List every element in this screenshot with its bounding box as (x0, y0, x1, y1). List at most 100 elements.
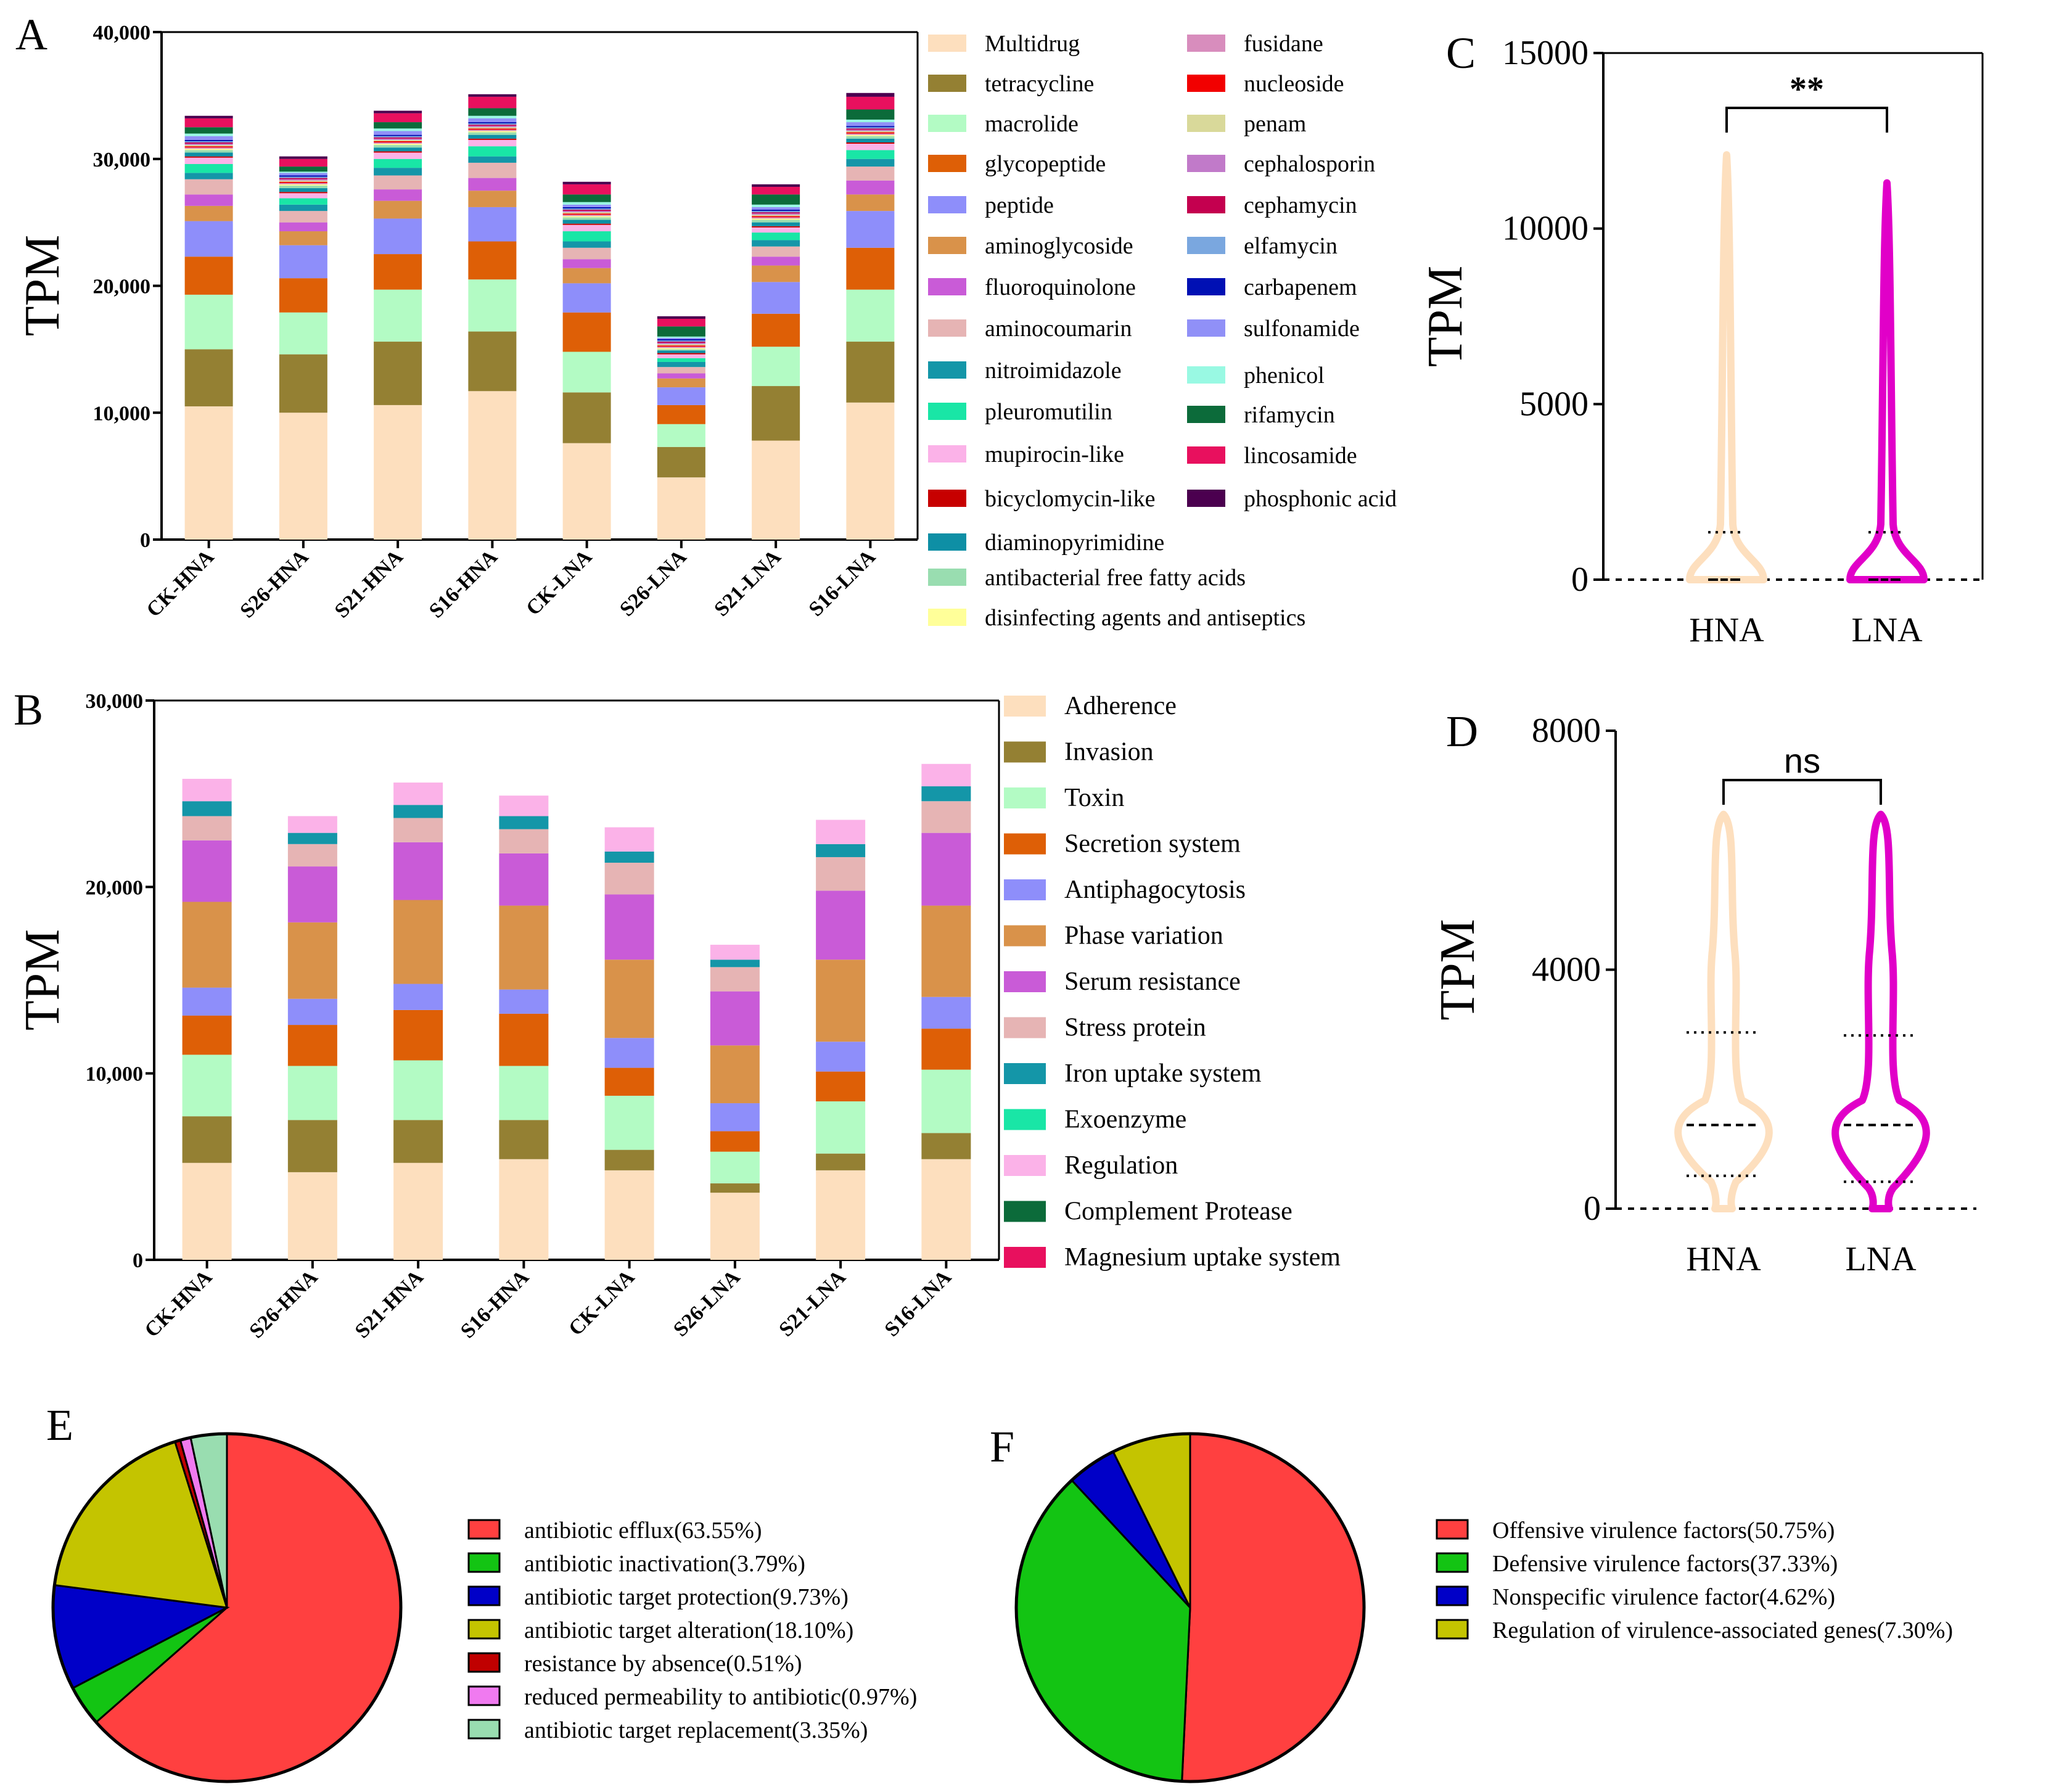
legend-swatch (1187, 366, 1225, 384)
bar-segment-adherence (710, 1193, 760, 1260)
bar-segment-secretion-system (287, 1025, 337, 1066)
bar-segment-invasion (287, 1120, 337, 1172)
bar-segment-diaminopyrimidine (752, 222, 800, 226)
bar-segment-antibacterial-free-fatty-acids (374, 145, 422, 148)
bar-segment-sulfonamide (846, 122, 895, 126)
x-tick-label: S16-HNA (425, 545, 502, 622)
legend-label: aminoglycoside (985, 233, 1133, 259)
bar-segment-iron-uptake-system (287, 832, 337, 844)
bar-segment-antiphagocytosis (604, 1038, 654, 1068)
y-tick-label: 20,000 (93, 276, 151, 298)
bar-segment-peptide (374, 218, 422, 255)
bar-segment-cephamycin (184, 142, 233, 144)
pie-outline (51, 1432, 403, 1783)
legend-swatch (928, 319, 966, 337)
bar-segment-aminoglycoside (562, 268, 611, 284)
bar-segment-phenicol (846, 119, 895, 123)
bar-segment-aminocoumarin (279, 211, 327, 223)
bar-segment-carbapenem (657, 339, 705, 340)
bar-segment-aminoglycoside (657, 378, 705, 388)
legend-label: Secretion system (1064, 830, 1241, 858)
panel-label-a: A (15, 10, 47, 59)
panel-label-d: D (1446, 707, 1478, 756)
bar-segment-elfamycin (657, 340, 705, 342)
bar-segment-peptide (562, 283, 611, 313)
bar-segment-lincosamide (468, 96, 517, 109)
legend-swatch (928, 75, 966, 92)
legend-swatch (467, 1552, 501, 1573)
bar-segment-disinfecting-agents-and-antiseptics (846, 134, 895, 136)
legend-swatch (928, 196, 966, 213)
bar-segment-nucleoside (279, 181, 327, 183)
bar-segment-bicyclomycin-like (374, 151, 422, 153)
chart-a: 0 10,000 20,000 30,000 40,000 TPM CK-HNA S26-HN… (15, 22, 1397, 631)
bar-segment-fluoroquinolone (846, 180, 895, 195)
bar-segment-fusidane (374, 142, 422, 144)
bar-segment-carbapenem (562, 207, 611, 208)
bar-segment-phenicol (468, 115, 517, 118)
y-tick-label: 0 (1584, 1190, 1601, 1228)
legend-label: phenicol (1244, 363, 1325, 388)
significance-bracket (1722, 779, 1882, 805)
legend-label: Exoenzyme (1064, 1106, 1186, 1134)
bar-segment-fusidane (279, 183, 327, 184)
bar-segment-glycopeptide (184, 257, 233, 295)
bar-segment-serum-resistance (604, 894, 654, 960)
bar-segment-regulation (816, 820, 866, 844)
bar-segment-glycopeptide (468, 241, 517, 280)
legend-label: fusidane (1244, 31, 1323, 57)
bar-segment-multidrug (374, 405, 422, 540)
legend-swatch (1187, 446, 1225, 464)
bar-segment-nitroimidazole (657, 361, 705, 368)
bar-segment-penam (279, 180, 327, 182)
bar-segment-aminoglycoside (184, 205, 233, 221)
bar-segment-penam (184, 145, 233, 147)
bar-segment-peptide (279, 245, 327, 279)
bar-segment-antibacterial-free-fatty-acids (468, 132, 517, 135)
bar-segment-tetracycline (374, 342, 422, 405)
chart-f: Offensive virulence factors(50.75%) Defen… (1014, 1432, 1953, 1783)
bar-segment-elfamycin (184, 141, 233, 143)
bar-segment-macrolide (657, 424, 705, 447)
bar-segment-glycopeptide (374, 254, 422, 290)
bar-segment-phosphonic-acid (468, 94, 517, 97)
bar-segment-aminoglycoside (374, 200, 422, 219)
legend-label: nucleoside (1244, 71, 1344, 97)
bar-segment-fluoroquinolone (374, 189, 422, 201)
significance-label: ** (1790, 70, 1824, 109)
bar-segment-sulfonamide (279, 173, 327, 176)
panel-label-f: F (990, 1422, 1014, 1471)
bar-segment-phase-variation (604, 960, 654, 1038)
bar-segment-phase-variation (816, 960, 866, 1042)
bar-segment-secretion-system (710, 1131, 760, 1152)
bar-segment-regulation (710, 945, 760, 960)
bar-segment-disinfecting-agents-and-antiseptics (279, 184, 327, 186)
legend-label: antibacterial free fatty acids (985, 565, 1246, 591)
bar-segment-lincosamide (279, 158, 327, 167)
bar-segment-diaminopyrimidine (468, 134, 517, 139)
bar-segment-stress-protein (921, 801, 971, 833)
bar-segment-cephalosporin (846, 129, 895, 131)
bar-segment-sulfonamide (657, 337, 705, 339)
bar-segment-bicyclomycin-like (562, 223, 611, 225)
bar-segment-invasion (710, 1183, 760, 1193)
bar-segment-regulation (499, 795, 549, 816)
legend-label: antibiotic target protection(9.73%) (524, 1584, 849, 1610)
bar-segment-multidrug (752, 440, 800, 540)
significance-label: ns (1784, 741, 1820, 780)
legend-label: bicyclomycin-like (985, 486, 1155, 512)
legend-swatch (1004, 879, 1046, 900)
legend-swatch (1004, 1155, 1046, 1176)
bar-segment-lincosamide (752, 187, 800, 195)
chart-d: 0 4000 8000 TPM HNA LNA ns (1431, 712, 1976, 1278)
bar-segment-fusidane (657, 347, 705, 348)
bar-segment-carbapenem (184, 139, 233, 141)
bar-segment-nucleoside (846, 132, 895, 134)
bar-segment-rifamycin (752, 194, 800, 205)
bar-segment-toxin (287, 1066, 337, 1120)
legend-swatch (1004, 1017, 1046, 1038)
bar-segment-secretion-system (921, 1029, 971, 1070)
legend-swatch (1436, 1585, 1469, 1606)
bar-segment-macrolide (279, 312, 327, 355)
y-tick-label: 10000 (1502, 210, 1588, 248)
